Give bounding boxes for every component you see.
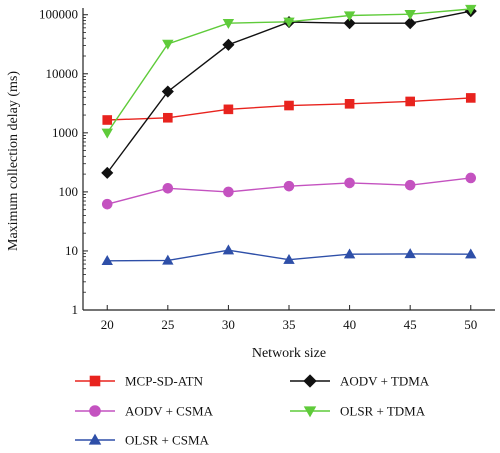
series-layer [101,4,477,266]
data-point-olsr-tdma [101,128,113,139]
y-tick-label: 100 [59,184,79,199]
data-point-olsr-csma [222,244,235,255]
data-point-olsr-tdma [222,18,235,29]
series-olsr-tdma [101,4,477,139]
legend-label: OLSR + CSMA [125,433,210,448]
x-tick-label: 45 [404,317,417,332]
y-tick-label: 1 [72,302,79,317]
x-tick-label: 40 [343,317,356,332]
data-point-olsr-csma [162,254,174,265]
data-point-olsr-csma [404,248,416,259]
x-tick-label: 35 [283,317,296,332]
legend-label: OLSR + TDMA [340,404,426,419]
legend-marker [89,375,101,387]
data-point-aodv-csma [223,186,234,198]
data-point-mcp-sd-atn [405,96,415,107]
data-point-mcp-sd-atn [284,100,294,111]
data-point-olsr-tdma [283,17,295,28]
legend: MCP-SD-ATN AODV + CSMA OLSR + CSMA AODV + T… [75,374,430,448]
data-point-aodv-csma [162,183,174,194]
x-tick-label: 50 [464,317,477,332]
y-tick-label: 100000 [39,7,78,22]
data-point-olsr-tdma [162,39,174,50]
series-mcp-sd-atn [102,93,476,125]
legend-marker [303,406,317,418]
data-point-aodv-tdma [343,17,356,30]
legend-item-aodv-tdma: AODV + TDMA [290,374,430,389]
data-point-aodv-tdma [101,166,114,179]
x-tick-label: 30 [222,317,235,332]
axes: 1 10 100 1000 10000 100000 20 25 30 35 40 45 50 [39,7,495,332]
data-point-aodv-csma [404,179,416,191]
legend-item-mcp-sd-atn: MCP-SD-ATN [75,374,204,389]
y-tick-label: 10 [65,243,78,258]
data-point-olsr-csma [101,255,113,266]
legend-marker [89,405,101,417]
y-axis-title: Maximum collection delay (ms) [6,71,21,251]
data-point-aodv-csma [101,198,113,210]
data-point-aodv-csma [283,180,295,192]
data-point-olsr-csma [465,248,477,259]
data-point-aodv-tdma [404,17,417,30]
legend-item-aodv-csma: AODV + CSMA [75,404,214,419]
series-line-aodv-tdma [106,10,471,174]
legend-marker [303,374,317,388]
data-point-olsr-tdma [404,10,416,21]
y-tick-label: 1000 [52,125,78,140]
data-point-aodv-csma [344,177,355,189]
series-olsr-csma [101,244,477,266]
y-tick-label: 10000 [46,66,79,81]
data-point-olsr-csma [343,248,356,259]
legend-marker [88,433,102,445]
data-point-olsr-csma [283,253,295,264]
legend-item-olsr-tdma: OLSR + TDMA [290,404,426,419]
x-axis-title: Network size [252,346,326,361]
data-point-aodv-tdma [161,85,174,98]
data-point-olsr-tdma [343,11,356,22]
legend-label: MCP-SD-ATN [125,374,204,389]
x-tick-label: 20 [101,317,114,332]
data-point-mcp-sd-atn [163,112,173,123]
data-point-mcp-sd-atn [344,99,355,109]
data-point-aodv-tdma [222,38,235,51]
legend-label: AODV + TDMA [340,374,430,389]
series-aodv-csma [101,172,477,210]
data-point-mcp-sd-atn [465,93,476,103]
data-point-aodv-csma [465,172,477,184]
legend-item-olsr-csma: OLSR + CSMA [75,433,210,448]
x-tick-label: 25 [161,317,174,332]
legend-label: AODV + CSMA [125,404,214,419]
data-point-mcp-sd-atn [102,115,113,125]
data-point-mcp-sd-atn [223,104,234,115]
data-point-olsr-tdma [465,4,477,15]
series-aodv-tdma [101,5,477,179]
